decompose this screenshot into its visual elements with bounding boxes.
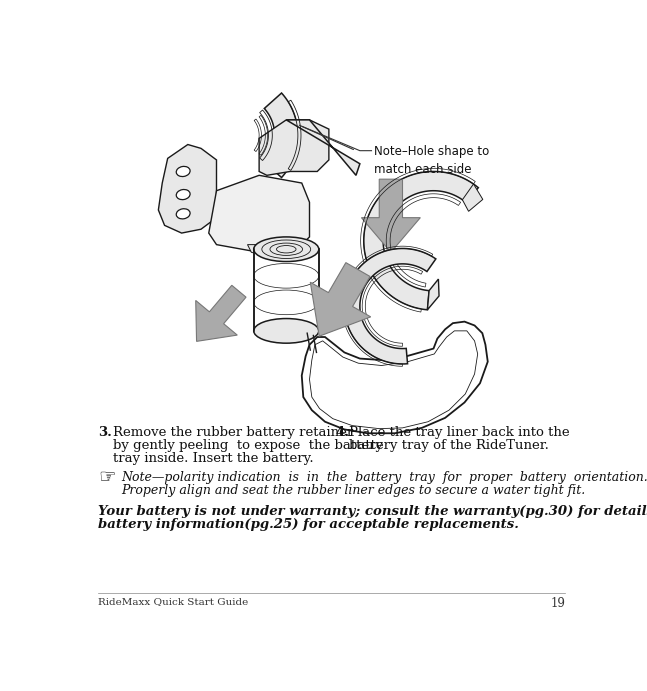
Text: battery tray of the RideTuner.: battery tray of the RideTuner. [349,439,549,452]
Polygon shape [428,279,439,310]
Polygon shape [248,245,282,256]
Polygon shape [159,144,217,233]
Text: battery information(pg.25) for acceptable replacements.: battery information(pg.25) for acceptabl… [98,518,519,531]
Text: 19: 19 [551,597,565,610]
Polygon shape [259,120,329,176]
Polygon shape [463,184,483,211]
Polygon shape [254,249,319,331]
Text: 4.: 4. [335,426,349,439]
Text: Properly align and seat the rubber liner edges to secure a water tight fit.: Properly align and seat the rubber liner… [121,484,586,497]
Text: tray inside. Insert the battery.: tray inside. Insert the battery. [113,452,314,465]
Polygon shape [364,171,478,310]
Polygon shape [311,263,371,337]
Text: Remove the rubber battery retainer: Remove the rubber battery retainer [113,426,354,439]
Text: by gently peeling  to expose  the battery: by gently peeling to expose the battery [113,439,384,452]
Ellipse shape [176,189,190,200]
Polygon shape [209,176,309,252]
Text: Your battery is not under warranty; consult the warranty(pg.30) for details and : Your battery is not under warranty; cons… [98,505,647,518]
Polygon shape [286,120,360,176]
Polygon shape [264,93,298,178]
Text: 3.: 3. [98,426,112,439]
Polygon shape [302,321,488,433]
Ellipse shape [176,209,190,219]
Text: ☞: ☞ [98,468,115,487]
Ellipse shape [254,319,319,343]
Ellipse shape [254,237,319,262]
Text: Note–Hole shape to
match each side: Note–Hole shape to match each side [374,144,489,176]
Polygon shape [344,249,436,364]
Text: Place the tray liner back into the: Place the tray liner back into the [349,426,569,439]
Text: Note—polarity indication  is  in  the  battery  tray  for  proper  battery  orie: Note—polarity indication is in the batte… [121,471,647,484]
Polygon shape [362,179,421,252]
Text: RideMaxx Quick Start Guide: RideMaxx Quick Start Guide [98,597,248,606]
Ellipse shape [176,167,190,176]
Polygon shape [196,285,246,341]
